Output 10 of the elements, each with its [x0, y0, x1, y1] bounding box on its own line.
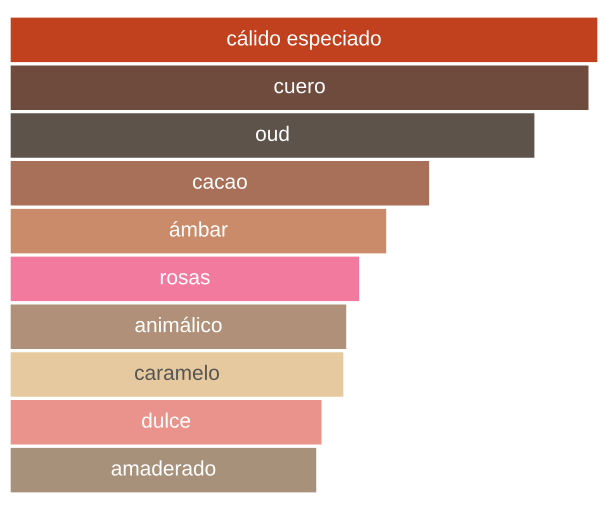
- y-tick-label: caramelo: [135, 364, 219, 380]
- y-tick-label: ámbar: [170, 221, 228, 237]
- y-tick-label: amaderado: [112, 460, 216, 476]
- y-tick-label: oud: [256, 126, 289, 142]
- y-tick-label: cuero: [274, 82, 325, 94]
- y-tick-label: rosas: [160, 273, 210, 284]
- y-tick-label: animálico: [135, 316, 222, 332]
- y-tick-label: dulce: [142, 412, 190, 428]
- y-tick-label: cacao: [193, 177, 247, 189]
- y-tick-label: cálido especiado: [227, 30, 381, 50]
